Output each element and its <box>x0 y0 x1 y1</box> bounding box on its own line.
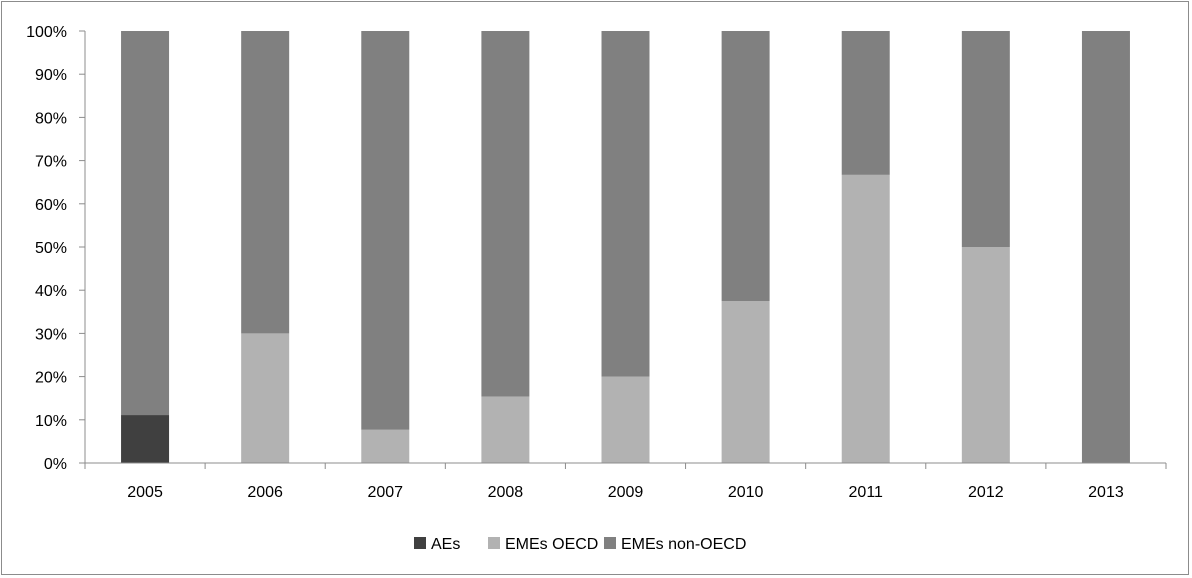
bar-segment-emes-non-oecd <box>601 31 650 377</box>
y-tick-label: 40% <box>35 283 67 300</box>
x-tick-label: 2012 <box>968 484 1004 501</box>
y-tick-label: 30% <box>35 326 67 343</box>
bar-segment-emes-non-oecd <box>481 31 530 397</box>
bar-segment-emes-oecd <box>481 396 530 463</box>
bar-segment-aes <box>121 415 170 463</box>
y-tick-label: 60% <box>35 197 67 214</box>
y-tick-label: 20% <box>35 370 67 387</box>
x-tick-label: 2010 <box>728 484 764 501</box>
y-axis-ticks: 0% 10% 20% 30% 40% 50% 60% 70% 80% 90% 100% <box>26 24 85 473</box>
bar-segment-emes-non-oecd <box>361 31 410 430</box>
x-axis-ticks: 2005 2006 2007 2008 2009 2010 2011 2012 2013 <box>84 463 1167 501</box>
y-tick-label: 70% <box>35 154 67 171</box>
legend-label: EMEs non-OECD <box>621 536 746 553</box>
legend-label: AEs <box>431 536 460 553</box>
x-tick-label: 2006 <box>247 484 283 501</box>
bar-segment-emes-non-oecd <box>961 31 1010 247</box>
y-tick-label: 10% <box>35 413 67 430</box>
bar-segment-emes-oecd <box>241 333 290 463</box>
x-tick-label: 2007 <box>367 484 403 501</box>
bar-segment-emes-non-oecd <box>721 31 770 301</box>
bar-segment-emes-non-oecd <box>841 31 890 175</box>
bar-segment-emes-oecd <box>961 247 1010 463</box>
y-tick-label: 80% <box>35 110 67 127</box>
bar-segment-emes-non-oecd <box>1081 31 1130 463</box>
bar-segment-emes-non-oecd <box>121 31 170 416</box>
bars-group <box>121 31 1130 463</box>
legend-label: EMEs OECD <box>505 536 598 553</box>
bar-segment-emes-oecd <box>361 429 410 463</box>
y-tick-label: 90% <box>35 67 67 84</box>
y-tick-label: 0% <box>44 456 67 473</box>
legend-swatch <box>604 537 616 549</box>
bar-segment-emes-non-oecd <box>241 31 290 334</box>
y-tick-label: 100% <box>26 24 67 41</box>
y-tick-label: 50% <box>35 240 67 257</box>
legend: AEs EMEs OECD EMEs non-OECD <box>414 536 746 553</box>
x-tick-label: 2011 <box>849 484 884 501</box>
x-tick-label: 2005 <box>127 484 163 501</box>
legend-swatch <box>414 537 426 549</box>
bar-segment-emes-oecd <box>601 376 650 463</box>
x-tick-label: 2009 <box>608 484 644 501</box>
legend-swatch <box>488 537 500 549</box>
bar-segment-emes-oecd <box>721 301 770 463</box>
x-tick-label: 2008 <box>488 484 524 501</box>
x-tick-label: 2013 <box>1088 484 1124 501</box>
bar-segment-emes-oecd <box>841 174 890 463</box>
